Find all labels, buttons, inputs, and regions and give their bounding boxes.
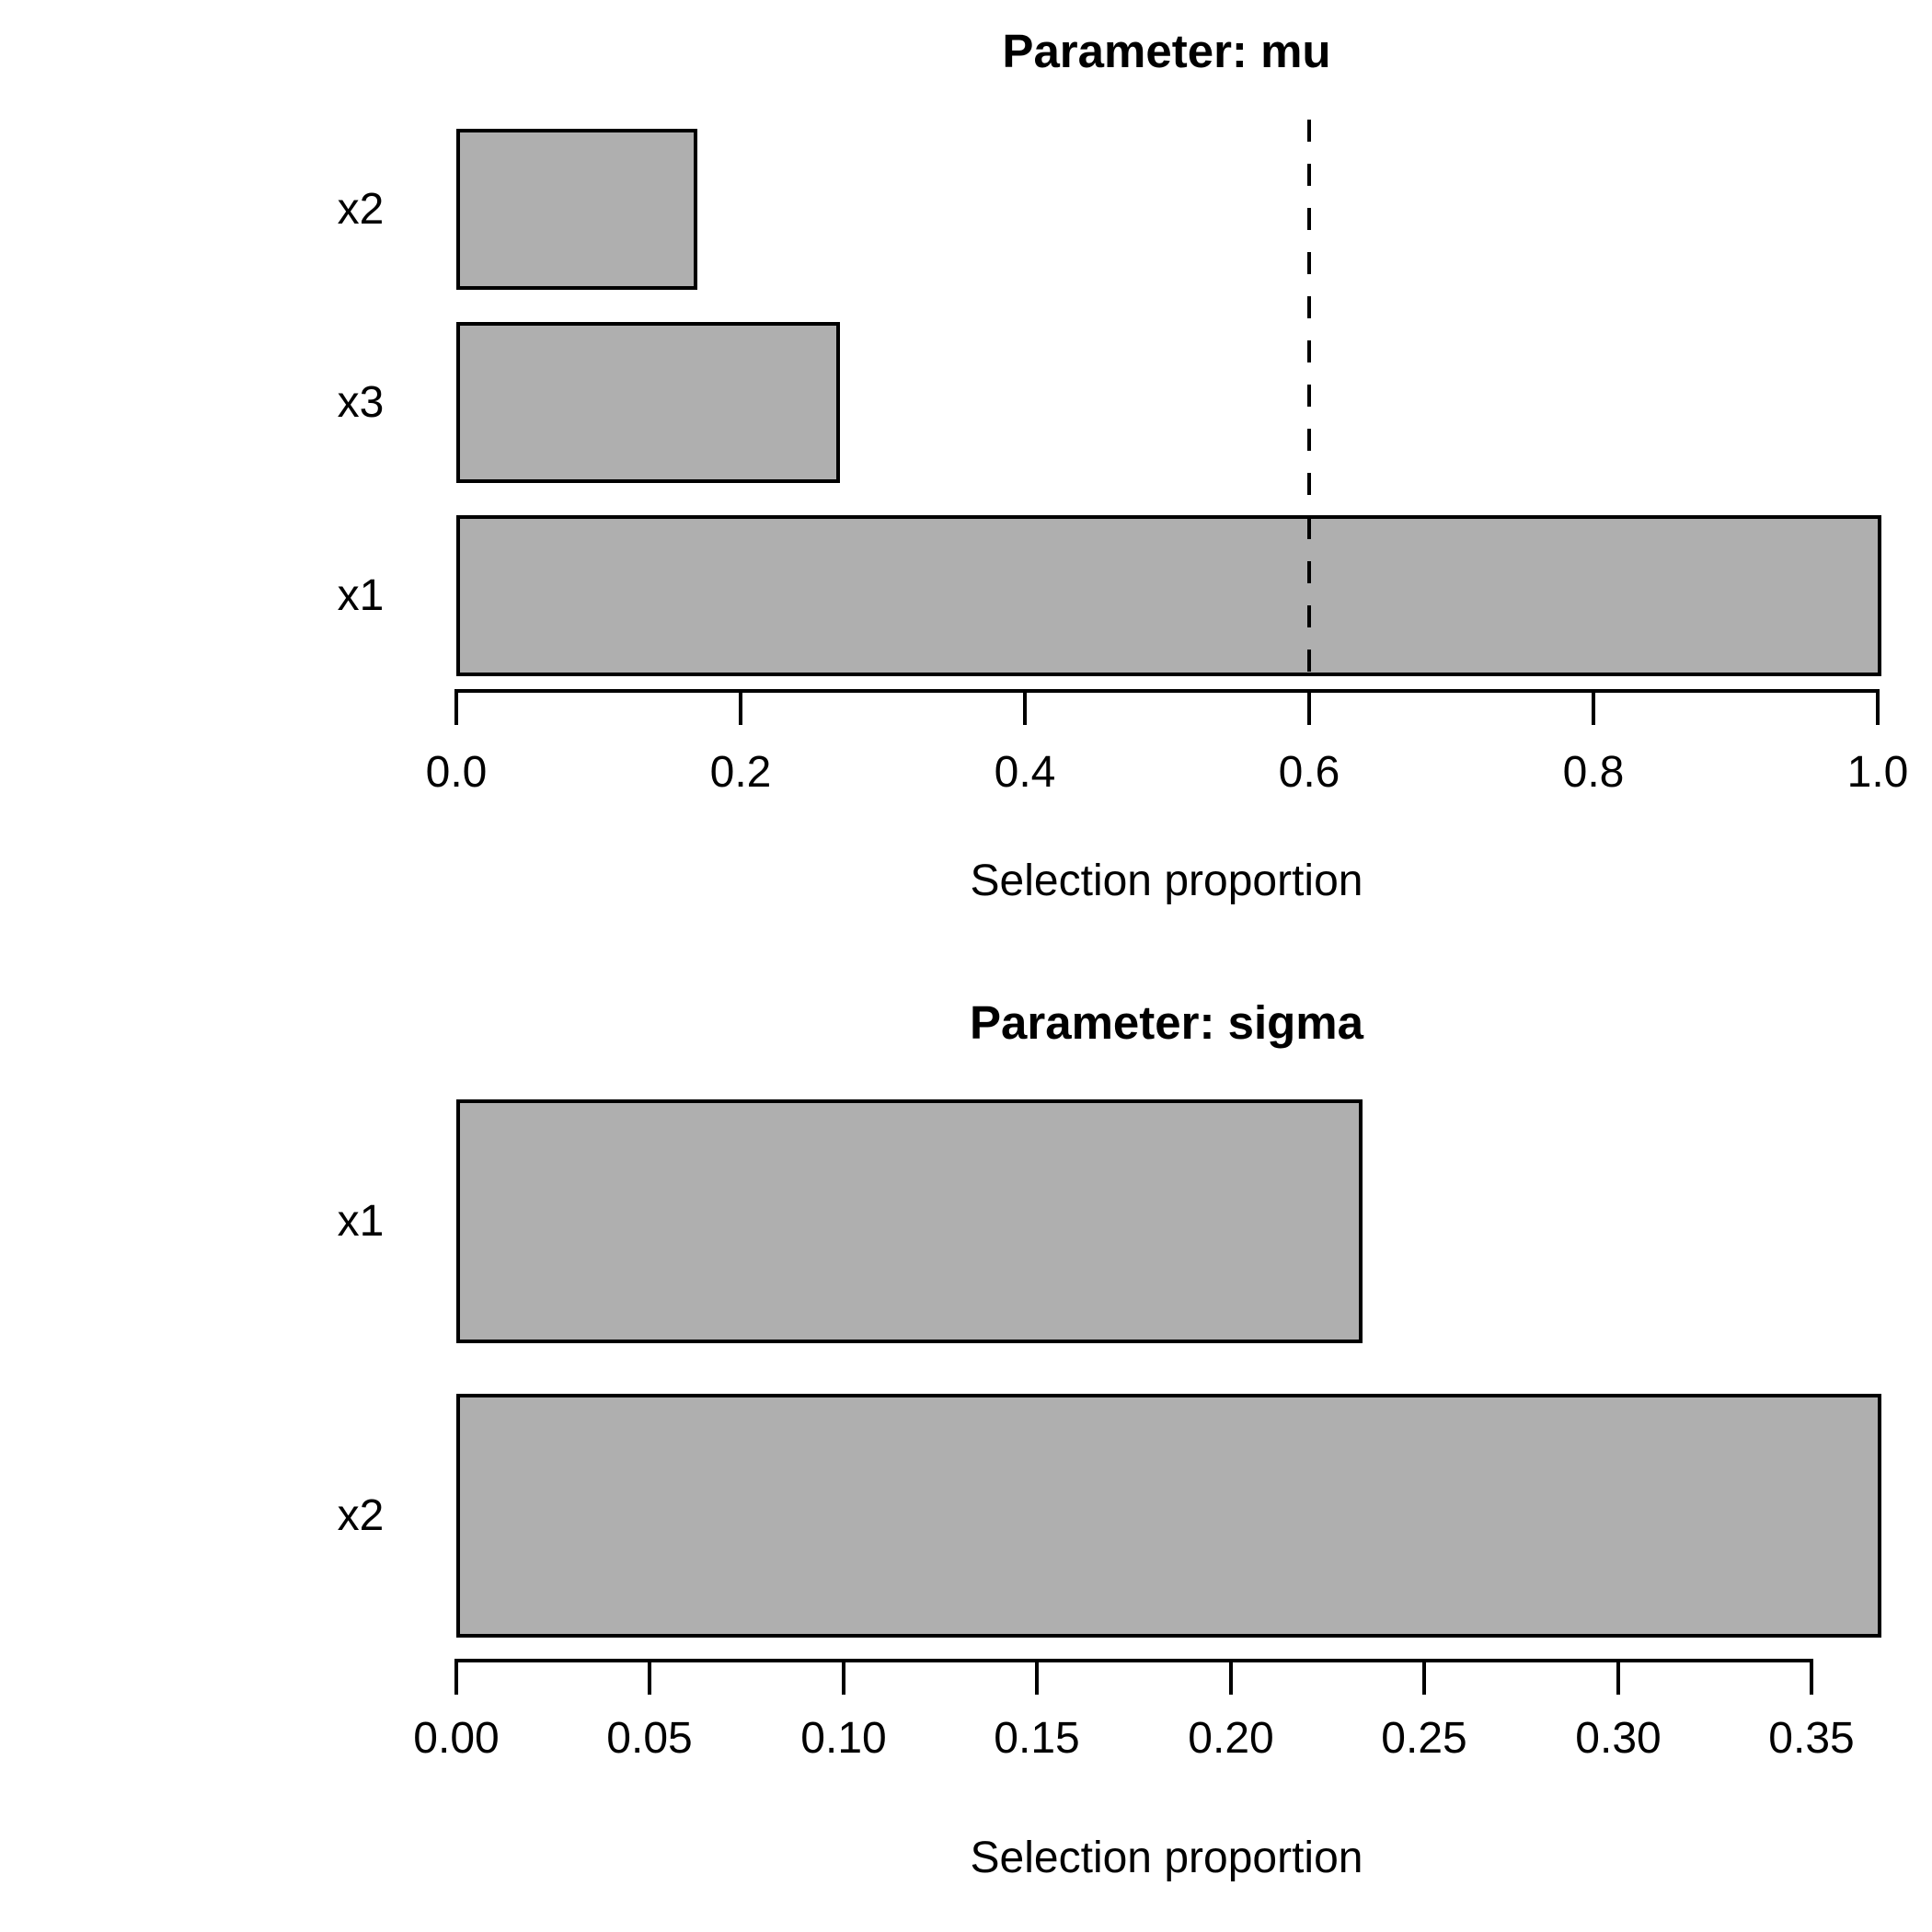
x-axis-tick	[454, 1662, 458, 1695]
x-axis-line	[454, 1659, 1814, 1662]
x-axis-tick-label: 0.30	[1575, 1714, 1662, 1763]
bar-x2	[456, 129, 697, 290]
x-axis-tick	[1810, 1662, 1813, 1695]
x-axis-tick-label: 1.0	[1846, 748, 1909, 797]
x-axis-tick-label: 0.8	[1562, 748, 1625, 797]
x-axis-tick-label: 0.2	[709, 748, 772, 797]
x-axis-tick-label: 0.35	[1768, 1714, 1855, 1763]
y-axis-category-label-x3: x3	[337, 377, 385, 427]
chart-mu-xaxis-label: Selection proportion	[970, 857, 1363, 905]
x-axis-tick-label: 0.0	[425, 748, 488, 797]
x-axis-tick-label: 0.10	[800, 1714, 887, 1763]
x-axis-tick-label: 0.20	[1188, 1714, 1274, 1763]
x-axis-tick-label: 0.6	[1278, 748, 1340, 797]
chart-sigma-xaxis-label: Selection proportion	[970, 1834, 1363, 1882]
chart-sigma-title: Parameter: sigma	[969, 996, 1364, 1049]
x-axis-line	[454, 689, 1880, 693]
x-axis-tick	[454, 692, 458, 725]
threshold-dashed-line	[1307, 120, 1311, 722]
bar-x3	[456, 322, 840, 483]
x-axis-tick-label: 0.00	[413, 1714, 500, 1763]
bar-x2	[456, 1394, 1881, 1638]
bar-x1	[456, 515, 1881, 676]
x-axis-tick	[1229, 1662, 1233, 1695]
x-axis-tick-label: 0.05	[606, 1714, 693, 1763]
x-axis-tick	[1035, 1662, 1039, 1695]
x-axis-tick	[1592, 692, 1595, 725]
x-axis-tick	[1616, 1662, 1620, 1695]
x-axis-tick	[648, 1662, 651, 1695]
x-axis-tick-label: 0.4	[994, 748, 1056, 797]
x-axis-tick	[842, 1662, 845, 1695]
y-axis-category-label-x1: x1	[337, 570, 385, 620]
x-axis-tick	[1023, 692, 1027, 725]
x-axis-tick	[1876, 692, 1880, 725]
x-axis-tick-label: 0.15	[994, 1714, 1080, 1763]
y-axis-category-label-x1: x1	[337, 1196, 385, 1246]
y-axis-category-label-x2: x2	[337, 184, 385, 234]
bar-x1	[456, 1099, 1363, 1343]
y-axis-category-label-x2: x2	[337, 1490, 385, 1540]
x-axis-tick	[1422, 1662, 1426, 1695]
chart-mu-title: Parameter: mu	[1002, 25, 1331, 77]
x-axis-tick-label: 0.25	[1381, 1714, 1467, 1763]
x-axis-tick	[739, 692, 742, 725]
